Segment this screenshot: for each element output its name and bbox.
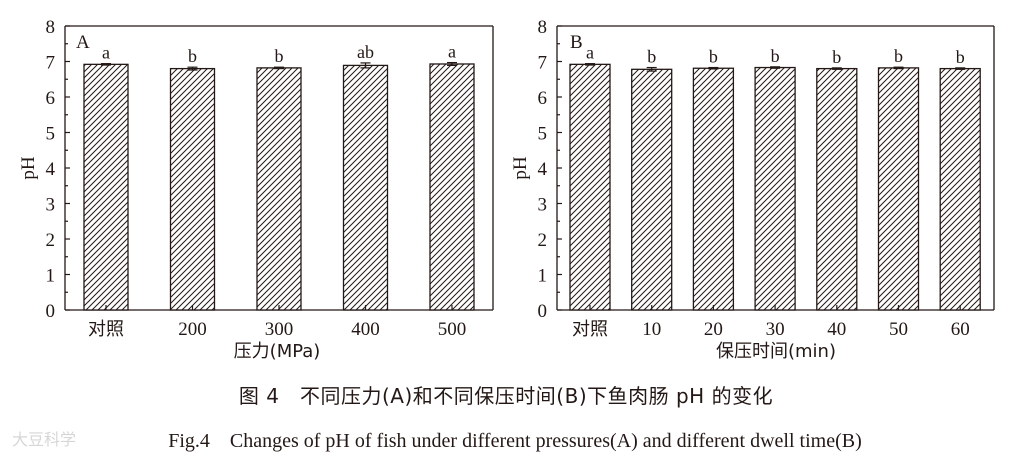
x-tick-label: 30: [766, 319, 785, 340]
y-tick-label: 0: [46, 301, 56, 322]
x-tick-label: 60: [951, 319, 970, 340]
y-tick-label: 1: [46, 266, 56, 287]
y-axis-title: pH: [18, 156, 39, 180]
y-tick-label: 8: [538, 17, 548, 38]
y-tick-label: 3: [538, 195, 548, 216]
bar: [939, 67, 981, 311]
significance-label: b: [647, 47, 656, 67]
chart-panel-b: 0 1 2 3 4 5 6 7 8 pH B a 对照 b 10 b 20 b 30 b 40 b 50 b 60 保压时间(mi…: [510, 17, 995, 362]
y-tick-label: 1: [538, 266, 548, 287]
significance-label: b: [771, 46, 780, 66]
caption-chinese: 图 4 不同压力(A)和不同保压时间(B)下鱼肉肠 pH 的变化: [238, 384, 774, 408]
significance-label: a: [102, 43, 110, 63]
x-tick-label: 50: [889, 319, 908, 340]
y-tick-label: 5: [46, 124, 56, 145]
y-tick-label: 0: [538, 301, 548, 322]
y-tick-label: 3: [46, 195, 56, 216]
significance-label: a: [586, 43, 594, 63]
significance-label: b: [832, 47, 841, 67]
bar: [342, 64, 389, 311]
bar: [429, 63, 475, 311]
x-tick-label: 500: [438, 319, 467, 340]
significance-label: b: [188, 46, 197, 66]
x-axis-title: 压力(MPa): [234, 341, 321, 362]
significance-label: ab: [357, 42, 374, 62]
y-tick-label: 7: [538, 53, 548, 74]
x-tick-label: 300: [265, 319, 294, 340]
bar: [816, 67, 858, 311]
x-tick-label: 200: [178, 319, 207, 340]
significance-label: a: [448, 42, 456, 62]
bar: [754, 66, 796, 311]
y-tick-label: 4: [538, 159, 548, 180]
x-tick-label: 20: [704, 319, 723, 340]
bar: [692, 67, 735, 311]
y-tick-label: 7: [46, 53, 56, 74]
significance-label: b: [709, 47, 718, 67]
x-tick-label: 40: [827, 319, 846, 340]
x-axis-title: 保压时间(min): [716, 341, 836, 362]
caption-english: Fig.4 Changes of pH of fish under differ…: [168, 430, 862, 452]
x-tick-label: 对照: [88, 319, 124, 340]
y-tick-label: 8: [46, 17, 56, 38]
panel-label: B: [570, 32, 583, 53]
bar: [877, 67, 920, 311]
watermark-text: 大豆科学: [12, 430, 77, 449]
bar: [569, 63, 611, 311]
y-axis-title: pH: [510, 156, 531, 180]
panel-label: A: [76, 32, 90, 53]
bar: [169, 67, 216, 311]
significance-label: b: [956, 47, 965, 67]
y-tick-label: 6: [46, 88, 56, 109]
y-tick-label: 5: [538, 124, 548, 145]
y-tick-label: 4: [46, 159, 56, 180]
x-tick-label: 400: [351, 319, 380, 340]
y-tick-label: 2: [46, 230, 56, 251]
significance-label: b: [894, 46, 903, 66]
x-tick-label: 对照: [572, 319, 608, 340]
bar: [256, 67, 302, 311]
bar: [83, 63, 129, 311]
x-tick-label: 10: [642, 319, 661, 340]
bar: [631, 68, 673, 311]
y-tick-label: 6: [538, 88, 548, 109]
y-tick-label: 2: [538, 230, 548, 251]
chart-panel-a: 0 1 2 3 4 5 6 7 8 pH A a 对照 b 200 b 300 ab 400 a 500 压力(MPa): [18, 17, 494, 362]
significance-label: b: [275, 46, 284, 66]
